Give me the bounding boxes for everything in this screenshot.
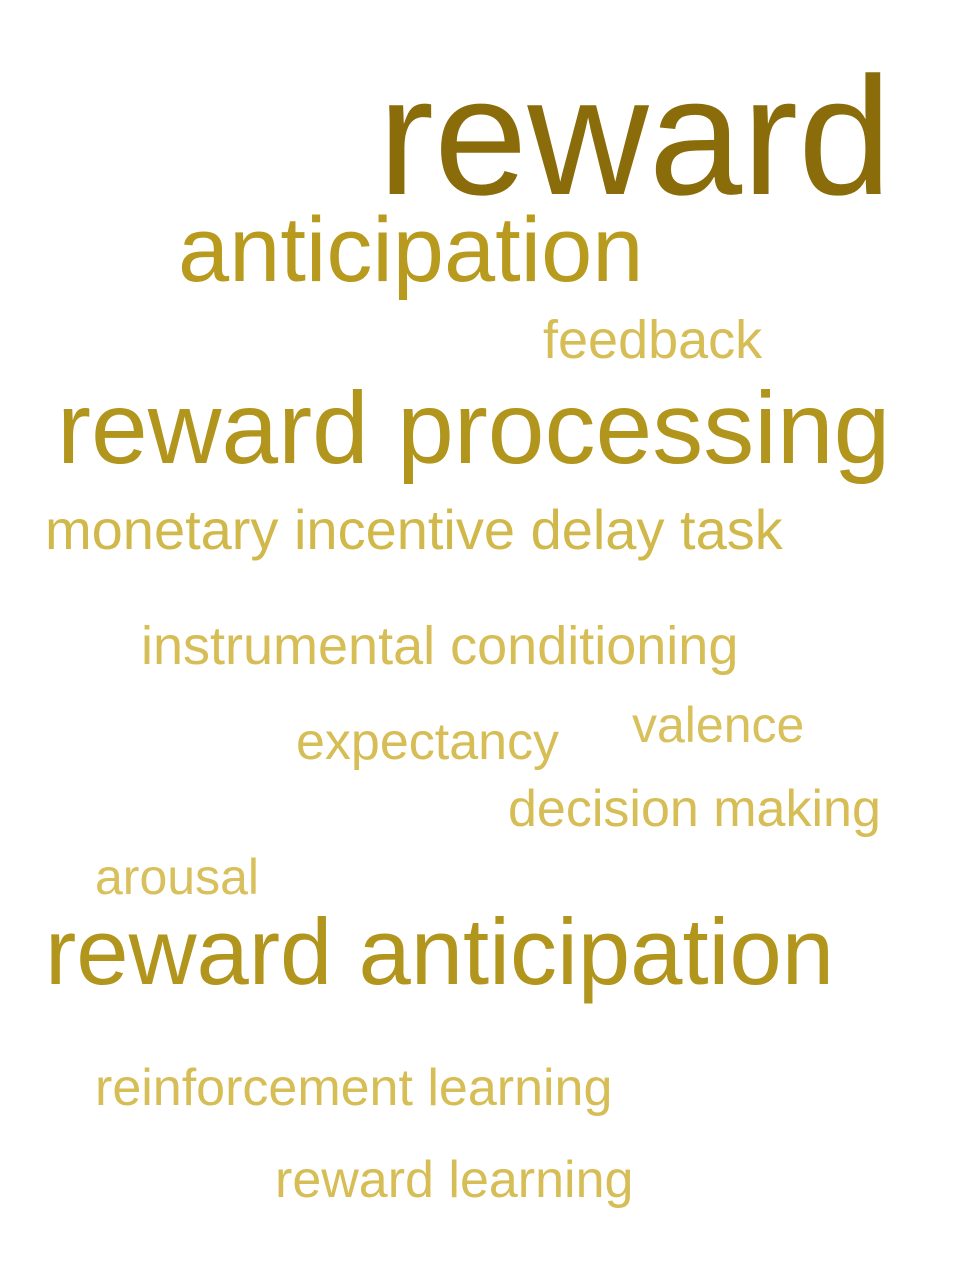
- word-monetary-incentive-delay-task: monetary incentive delay task: [45, 498, 783, 561]
- word-reward-processing: reward processing: [57, 371, 891, 485]
- word-reward-learning: reward learning: [275, 1151, 634, 1209]
- word-arousal: arousal: [95, 849, 259, 905]
- word-valence: valence: [632, 697, 805, 753]
- word-anticipation: anticipation: [178, 199, 644, 301]
- word-decision-making: decision making: [508, 780, 881, 838]
- word-reinforcement-learning: reinforcement learning: [95, 1059, 613, 1117]
- word-feedback: feedback: [543, 310, 763, 370]
- word-expectancy: expectancy: [296, 713, 560, 771]
- word-reward: reward: [378, 42, 892, 230]
- word-instrumental-conditioning: instrumental conditioning: [141, 616, 739, 676]
- word-reward-anticipation: reward anticipation: [45, 899, 834, 1004]
